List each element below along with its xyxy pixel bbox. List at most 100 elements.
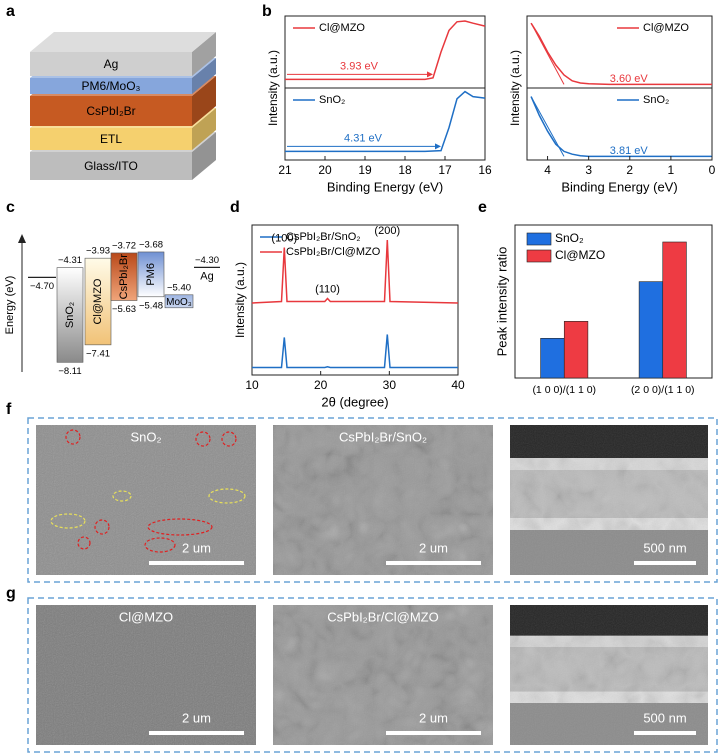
defect-marker [221,431,237,447]
level-label: −7.41 [86,348,110,359]
layer-name: Cl@MZO [92,278,104,324]
layer-label: PM6/MoO₃ [82,79,141,93]
annotation: 4.31 eV [344,132,383,144]
defect-marker [77,536,91,550]
scale-bar-label: 2 um [419,540,448,555]
panel-label: a [6,3,15,20]
level-label: −4.70 [30,281,54,292]
panel-label: d [230,199,240,216]
peak-label: (100) [271,232,297,244]
image-label: SnO₂ [130,429,161,444]
x-axis-label: Binding Energy (eV) [327,179,443,194]
plot-frame [251,224,459,376]
panel-label: b [262,3,272,20]
layer-side [192,76,216,126]
annotation-arrowhead [427,71,433,78]
legend-label: SnO₂ [555,231,584,245]
level-label: −5.63 [112,304,136,315]
x-tick-label: 21 [278,163,292,177]
x-tick-label: 18 [398,163,412,177]
level-label: −3.68 [139,239,163,250]
y-axis-label: Intensity (a.u.) [508,50,522,126]
scale-bar-label: 500 nm [643,540,686,555]
scale-bar [149,731,244,735]
image-label: CsPbI₂Br/Cl@MZO [327,609,438,624]
level-label: −4.30 [195,255,219,266]
series-line [285,90,486,153]
layer-side [192,108,216,150]
bar [540,338,565,379]
energy-level-box [137,251,165,298]
layer-top-shade [30,32,216,52]
y-axis-label: Intensity (a.u.) [233,262,247,338]
defect-marker [195,431,211,447]
level-label: −5.48 [139,300,163,311]
layer-front [30,52,192,76]
annotation: 3.81 eV [610,145,649,157]
layer-side-shade [192,58,216,94]
defect-marker [50,513,86,529]
scale-bar-label: 2 um [182,540,211,555]
y-axis-label: Peak intensity ratio [494,247,509,357]
layer-name: SnO₂ [64,302,76,328]
legend-label: CsPbI₂Br/SnO₂ [286,231,361,243]
defect-marker [112,490,132,502]
series-line [251,239,459,304]
plot-frame [284,15,486,89]
sem-texture [510,605,708,745]
x-axis-label: 2θ (degree) [321,394,388,409]
x-tick-label: 0 [709,163,716,177]
scale-bar [386,561,481,565]
layer-front [30,96,192,126]
x-tick-label: 19 [358,163,372,177]
panel-frame [27,417,718,583]
layer-label: ETL [100,132,122,146]
panel-label: g [6,585,16,602]
plot-frame [526,87,713,161]
bar [563,321,589,379]
layer-front [30,78,192,94]
legend-label: SnO₂ [319,94,345,106]
x-tick-label: 4 [544,163,551,177]
x-tick-label: 3 [585,163,592,177]
tangent-line [530,22,565,85]
panel-label: f [6,401,12,418]
panel-label: e [478,199,487,216]
tangent-line [530,96,565,157]
x-tick-label: 1 [668,163,675,177]
scale-bar-label: 500 nm [643,710,686,725]
scale-bar-label: 2 um [182,710,211,725]
level-label: −4.31 [58,255,82,266]
legend-swatch [526,232,552,246]
energy-level-box [56,267,84,363]
layer-front [30,128,192,150]
layer-side [192,32,216,76]
layer-side [192,132,216,180]
sem-texture [36,425,256,575]
plot-frame [514,224,713,379]
scale-bar-label: 2 um [419,710,448,725]
legend-label: CsPbI₂Br/Cl@MZO [286,246,381,258]
panel-label: c [6,199,15,216]
series-line [285,20,486,81]
defect-marker [65,429,81,445]
image-label: CsPbI₂Br/SnO₂ [339,429,427,444]
layer-label: Glass/ITO [84,159,138,173]
x-tick-label: 2 [626,163,633,177]
layer-side-shade [192,132,216,180]
x-tick-label: 30 [383,378,397,392]
layer-side-shade [192,76,216,126]
electrode-name: Ag [200,270,213,282]
y-axis-label: Intensity (a.u.) [266,50,280,126]
layer-side-shade [192,108,216,150]
defect-marker [147,518,213,536]
x-tick-label: 20 [318,163,332,177]
layer-front [30,152,192,180]
annotation: 3.93 eV [340,60,379,72]
layer-side-shade [192,32,216,76]
sem-texture [36,605,256,745]
layer-label: CsPbI₂Br [86,104,135,118]
legend-swatch [526,249,552,263]
scale-bar [386,731,481,735]
legend-label: Cl@MZO [319,22,365,34]
